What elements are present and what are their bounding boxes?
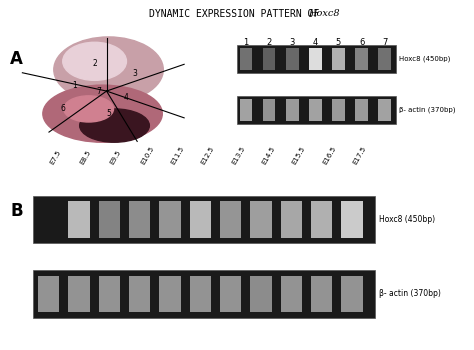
Text: Hoxc8: Hoxc8 <box>308 9 339 19</box>
Ellipse shape <box>64 96 113 122</box>
Text: Hoxc8 (450bp): Hoxc8 (450bp) <box>379 215 435 224</box>
Bar <box>286 48 299 70</box>
Text: E8.5: E8.5 <box>79 149 92 166</box>
Bar <box>311 276 332 312</box>
Bar <box>263 48 275 70</box>
Text: E13.5: E13.5 <box>231 146 246 166</box>
Bar <box>99 201 120 238</box>
Text: E17.5: E17.5 <box>352 146 367 166</box>
Bar <box>332 99 345 121</box>
Text: 1: 1 <box>73 80 77 90</box>
Bar <box>240 48 252 70</box>
Bar <box>341 276 363 312</box>
Text: DYNAMIC EXPRESSION PATTERN OF: DYNAMIC EXPRESSION PATTERN OF <box>149 9 325 19</box>
Bar <box>341 201 363 238</box>
Bar <box>129 276 150 312</box>
Bar <box>309 48 322 70</box>
Bar <box>159 276 181 312</box>
Bar <box>220 276 241 312</box>
Bar <box>159 201 181 238</box>
Bar <box>99 276 120 312</box>
Text: E14.5: E14.5 <box>261 146 276 166</box>
Text: 1: 1 <box>243 37 249 47</box>
Text: 5: 5 <box>336 37 341 47</box>
Text: E15.5: E15.5 <box>291 146 306 166</box>
Bar <box>129 201 150 238</box>
Bar <box>237 96 395 124</box>
Text: B: B <box>10 202 23 219</box>
Bar <box>378 48 391 70</box>
Bar <box>356 48 368 70</box>
Bar <box>378 99 391 121</box>
Ellipse shape <box>63 42 127 80</box>
Bar <box>332 48 345 70</box>
Text: E9.5: E9.5 <box>109 149 122 166</box>
Bar <box>311 201 332 238</box>
Ellipse shape <box>80 109 149 142</box>
Bar <box>250 276 272 312</box>
Text: 3: 3 <box>290 37 295 47</box>
Text: E16.5: E16.5 <box>321 146 337 166</box>
Ellipse shape <box>54 37 163 102</box>
Bar <box>240 99 252 121</box>
Bar <box>220 201 241 238</box>
Bar <box>190 276 211 312</box>
Text: 7: 7 <box>96 86 101 96</box>
Text: 6: 6 <box>60 104 65 113</box>
Bar <box>68 201 90 238</box>
Text: E7.5: E7.5 <box>49 149 62 166</box>
Text: 6: 6 <box>359 37 365 47</box>
Bar <box>68 276 90 312</box>
Bar <box>250 201 272 238</box>
Text: E12.5: E12.5 <box>201 146 216 166</box>
Text: 4: 4 <box>313 37 318 47</box>
Text: Hoxc8 (450bp): Hoxc8 (450bp) <box>399 56 450 62</box>
Bar <box>281 276 302 312</box>
Text: E10.5: E10.5 <box>140 146 155 166</box>
Bar <box>286 99 299 121</box>
Bar <box>237 45 395 73</box>
Text: 2: 2 <box>266 37 272 47</box>
Bar <box>33 270 375 318</box>
Text: 4: 4 <box>124 92 129 102</box>
Bar <box>309 99 322 121</box>
Text: 2: 2 <box>92 59 97 68</box>
Ellipse shape <box>43 85 162 142</box>
Bar <box>38 276 59 312</box>
Text: β- actin (370bp): β- actin (370bp) <box>379 289 441 299</box>
Bar <box>190 201 211 238</box>
Text: β- actin (370bp): β- actin (370bp) <box>399 107 456 113</box>
Bar <box>263 99 275 121</box>
Text: E11.5: E11.5 <box>170 146 185 166</box>
Bar <box>356 99 368 121</box>
Bar <box>281 201 302 238</box>
Text: A: A <box>10 50 23 68</box>
Text: 3: 3 <box>132 69 137 78</box>
Bar <box>33 196 375 243</box>
Text: 7: 7 <box>382 37 387 47</box>
Text: 5: 5 <box>106 109 111 118</box>
